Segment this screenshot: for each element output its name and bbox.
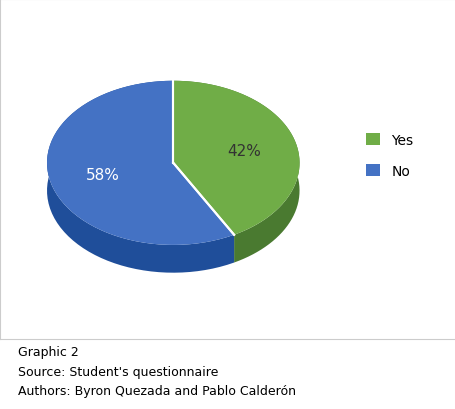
Polygon shape [47, 81, 233, 273]
Polygon shape [173, 81, 299, 263]
Text: 42%: 42% [227, 144, 261, 159]
Legend: Yes, No: Yes, No [360, 128, 418, 184]
Text: Source: Student's questionnaire: Source: Student's questionnaire [18, 365, 218, 378]
Text: Graphic 2: Graphic 2 [18, 346, 79, 359]
Text: 58%: 58% [85, 168, 119, 183]
Polygon shape [47, 81, 233, 245]
Polygon shape [173, 81, 299, 235]
Text: Authors: Byron Quezada and Pablo Calderón: Authors: Byron Quezada and Pablo Calderó… [18, 384, 296, 398]
